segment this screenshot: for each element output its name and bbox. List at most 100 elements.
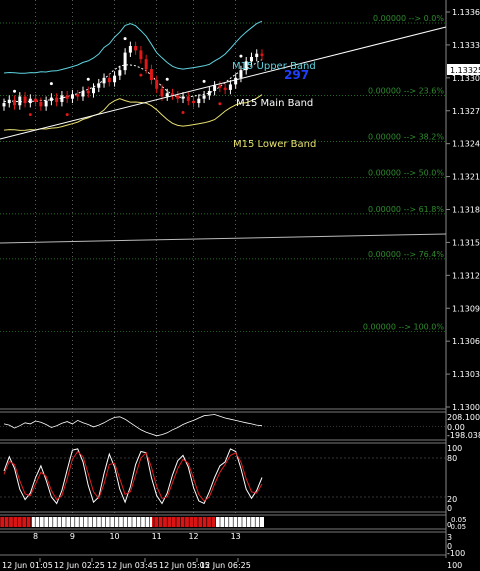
candle-body xyxy=(234,77,238,85)
candle-body xyxy=(255,53,259,57)
stoch-line xyxy=(3,448,263,505)
stoch-100: 100 xyxy=(447,444,462,453)
fibo-level-label: 0.00000 --> 76.4% xyxy=(368,250,444,259)
fibo-level-label: 0.00000 --> 50.0% xyxy=(368,169,444,178)
fibo-level-label: 0.00000 --> 23.6% xyxy=(368,86,444,95)
hour-mark-label: 8 xyxy=(33,532,38,541)
hour-mark-label: 11 xyxy=(152,532,162,541)
main-band-label: M15 Main Band xyxy=(236,98,313,109)
candle-body xyxy=(102,77,106,84)
stoch-80: 80 xyxy=(447,454,457,463)
signal-dot xyxy=(181,110,185,114)
price-tick-label: 1.13155 xyxy=(452,238,480,247)
candle-body xyxy=(176,95,180,99)
candle-body xyxy=(181,96,185,99)
date-axis: 12 Jun 01:05 12 Jun 02:25 12 Jun 03:45 12 J… xyxy=(2,558,251,570)
price-tick-label: 1.13005 xyxy=(452,403,480,412)
candle-body xyxy=(39,101,43,107)
signal-dot xyxy=(28,113,32,117)
price-tick-label: 1.13335 xyxy=(452,41,480,50)
candle-body xyxy=(86,91,90,94)
price-tick-label: 1.13065 xyxy=(452,337,480,346)
cci-panel xyxy=(0,414,446,437)
price-tick-label: 1.13185 xyxy=(452,206,480,215)
price-tick-label: 1.13095 xyxy=(452,304,480,313)
price-tick-label: 1.13245 xyxy=(452,140,480,149)
candle-body xyxy=(149,69,153,81)
candle-body xyxy=(218,85,222,88)
candle-body xyxy=(13,99,17,106)
fibo-levels: 0.00000 --> 0.0% 0.00000 --> 23.6% 0.00000… xyxy=(0,14,446,332)
candle-body xyxy=(28,98,32,104)
cci-max: 208.1006 xyxy=(447,413,480,422)
upper-band-line xyxy=(3,20,263,74)
current-price: 1.13325 xyxy=(450,66,480,75)
hour-mark-label: 13 xyxy=(231,532,241,541)
cci-min: -198.038 xyxy=(447,431,480,440)
candle-body xyxy=(249,56,253,62)
signal-dot xyxy=(13,89,17,93)
signal-dot xyxy=(49,82,53,86)
candle-body xyxy=(228,84,232,90)
candle-body xyxy=(223,87,227,90)
candle-body xyxy=(202,95,206,99)
candle-body xyxy=(139,50,143,60)
candle-body xyxy=(44,100,48,107)
strip-tick-top: 0.05 xyxy=(451,516,467,524)
candles xyxy=(2,41,264,111)
trendline-flat xyxy=(0,233,447,244)
candle-body xyxy=(34,98,38,102)
candle-body xyxy=(170,93,174,96)
date-label: 12 Jun 05:05 xyxy=(159,561,210,570)
price-tick-label: 1.13125 xyxy=(452,271,480,280)
candle-body xyxy=(144,59,148,70)
hour-mark-label: 9 xyxy=(70,532,75,541)
candle-body xyxy=(70,94,74,99)
strip-tick-bottom: -0.05 xyxy=(448,523,466,531)
signal-dot xyxy=(165,77,169,81)
ticket-number: 297 xyxy=(284,68,309,82)
fibo-level-label: 0.00000 --> 100.0% xyxy=(363,322,445,331)
candle-body xyxy=(213,85,217,91)
lower-band-label: M15 Lower Band xyxy=(233,139,316,150)
candle-body xyxy=(118,70,122,76)
candle-body xyxy=(260,53,264,56)
trendline-rising xyxy=(0,26,447,140)
candle-body xyxy=(81,91,85,97)
candle-body xyxy=(155,80,159,89)
sub-axis-tick: 0 xyxy=(447,542,452,551)
sub-axis-tick: -100 xyxy=(447,549,465,558)
cci-line xyxy=(3,414,263,437)
price-tick-label: 1.13215 xyxy=(452,173,480,182)
candle-body xyxy=(113,75,117,83)
candle-body xyxy=(165,93,169,97)
candle-body xyxy=(186,96,190,101)
current-price-box xyxy=(447,64,480,75)
candle-body xyxy=(207,91,211,96)
candle-body xyxy=(192,100,196,104)
stoch-20: 20 xyxy=(447,495,457,504)
candle-body xyxy=(55,97,59,102)
trend-strip-segment xyxy=(152,517,216,527)
stochastic-panel xyxy=(0,448,446,505)
lower-band-line xyxy=(3,94,263,131)
trend-strip-segment xyxy=(216,517,264,527)
price-tick-label: 1.13305 xyxy=(452,74,480,83)
date-label: 12 Jun 06:25 xyxy=(200,561,251,570)
candle-body xyxy=(76,94,80,97)
trend-strip-segment xyxy=(0,517,32,527)
date-label: 12 Jun 03:45 xyxy=(107,561,158,570)
candle-body xyxy=(128,46,132,53)
candle-body xyxy=(107,77,111,83)
grid xyxy=(35,0,236,515)
sub-axis-bottom: 100 xyxy=(447,561,462,570)
hour-mark-label: 12 xyxy=(188,532,198,541)
fibo-level-label: 0.00000 --> 61.8% xyxy=(368,205,444,214)
candle-body xyxy=(197,98,201,104)
fibo-level-label: 0.00000 --> 38.2% xyxy=(368,132,444,141)
signal-dot xyxy=(65,113,69,117)
signal-dot xyxy=(86,77,90,81)
candle-body xyxy=(134,46,138,51)
hour-marks: 8 9 10 11 12 13 xyxy=(33,532,241,541)
